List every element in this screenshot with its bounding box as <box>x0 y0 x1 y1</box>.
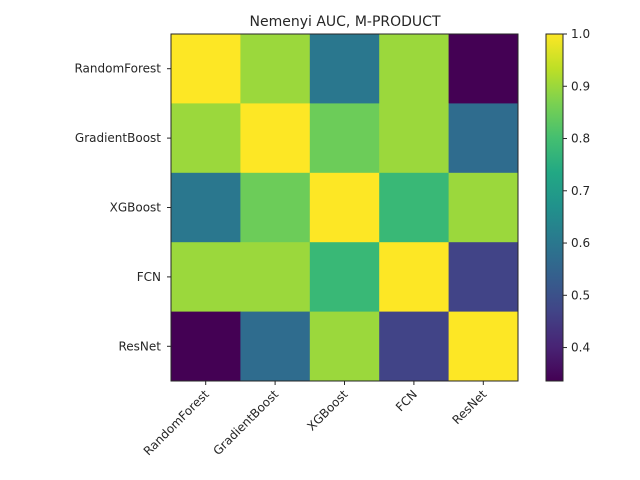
heatmap-cell-RandomForest-GradientBoost <box>240 34 311 104</box>
heatmap-cell-ResNet-ResNet <box>448 311 519 382</box>
heatmap-cell-RandomForest-XGBoost <box>309 34 380 104</box>
y-tick-label: FCN <box>137 270 161 284</box>
heatmap-cells <box>171 34 519 382</box>
heatmap-cell-RandomForest-RandomForest <box>171 34 241 104</box>
x-tick-label: RandomForest <box>141 387 212 458</box>
x-tick-label: ResNet <box>449 387 489 427</box>
heatmap-cell-FCN-XGBoost <box>309 242 380 313</box>
x-tick-label: GradientBoost <box>210 387 281 458</box>
colorbar-tick-label: 0.6 <box>571 236 590 250</box>
heatmap-cell-XGBoost-GradientBoost <box>240 172 311 243</box>
heatmap-cell-ResNet-FCN <box>379 311 450 382</box>
heatmap-cell-XGBoost-RandomForest <box>171 172 241 243</box>
heatmap-cell-GradientBoost-FCN <box>379 103 450 174</box>
heatmap-cell-GradientBoost-GradientBoost <box>240 103 311 174</box>
colorbar-tick-label: 0.7 <box>571 184 590 198</box>
heatmap-cell-RandomForest-ResNet <box>448 34 519 104</box>
colorbar-ticks: 1.0 0.9 0.8 0.7 0.6 0.5 0.4 <box>563 27 590 355</box>
y-tick-label: ResNet <box>119 339 162 353</box>
x-tick-label: FCN <box>393 387 420 414</box>
colorbar-tick-label: 0.9 <box>571 79 590 93</box>
chart-title: Nemenyi AUC, M-PRODUCT <box>249 14 440 30</box>
colorbar-tick-label: 0.4 <box>571 341 590 355</box>
heatmap-cell-ResNet-XGBoost <box>309 311 380 382</box>
colorbar-tick-label: 0.8 <box>571 132 590 146</box>
heatmap-cell-FCN-GradientBoost <box>240 242 311 313</box>
heatmap-cell-ResNet-RandomForest <box>171 311 241 382</box>
heatmap-cell-XGBoost-ResNet <box>448 172 519 243</box>
heatmap-cell-GradientBoost-ResNet <box>448 103 519 174</box>
heatmap-cell-RandomForest-FCN <box>379 34 450 104</box>
colorbar-frame <box>545 33 564 382</box>
heatmap-cell-FCN-FCN <box>379 242 450 313</box>
colorbar <box>546 34 563 381</box>
heatmap-cell-GradientBoost-RandomForest <box>171 103 241 174</box>
heatmap-cell-XGBoost-XGBoost <box>309 172 380 243</box>
y-tick-labels: RandomForest GradientBoost XGBoost FCN ResNe… <box>74 62 171 353</box>
colorbar-tick-label: 0.5 <box>571 288 590 302</box>
heatmap-cell-FCN-ResNet <box>448 242 519 313</box>
heatmap-cell-ResNet-GradientBoost <box>240 311 311 382</box>
y-tick-label: XGBoost <box>110 201 162 215</box>
heatmap-cell-GradientBoost-XGBoost <box>309 103 380 174</box>
y-tick-label: RandomForest <box>74 62 161 76</box>
y-tick-label: GradientBoost <box>75 131 161 145</box>
colorbar-tick-label: 1.0 <box>571 27 590 41</box>
x-tick-label: XGBoost <box>304 387 350 433</box>
heatmap-cell-FCN-RandomForest <box>171 242 241 313</box>
heatmap-cell-XGBoost-FCN <box>379 172 450 243</box>
